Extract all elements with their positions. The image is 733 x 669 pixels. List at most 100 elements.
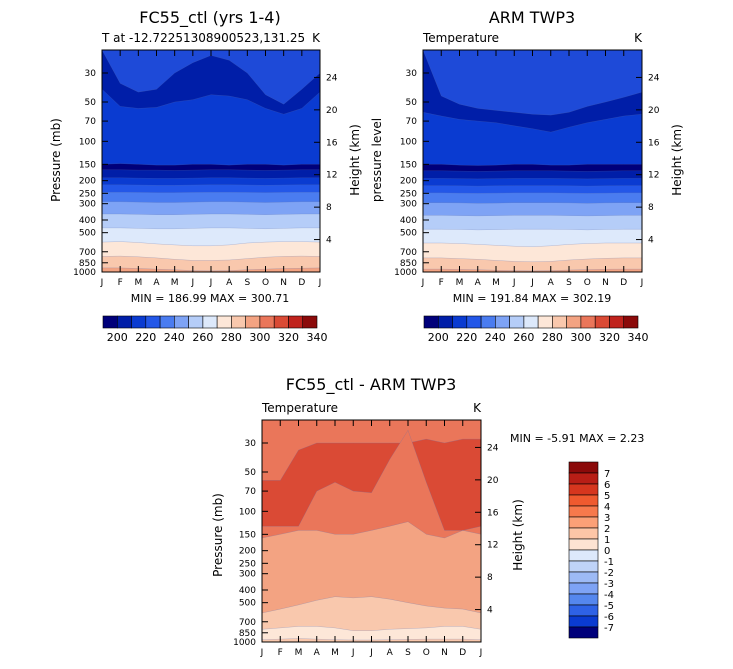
diff-colorbar-cell bbox=[568, 604, 599, 617]
fc55-ytick-label: 50 bbox=[85, 98, 97, 108]
panel-arm: ARM TWP3 Temperature K pressure level He… bbox=[370, 8, 684, 344]
fc55-xtick-label: S bbox=[244, 278, 250, 288]
diff-ytick-label: 500 bbox=[239, 599, 256, 609]
diff-colorbar-cell bbox=[568, 615, 599, 628]
diff-colorbar-label: 5 bbox=[604, 491, 610, 502]
diff-colorbar-cell bbox=[568, 483, 599, 496]
diff-minmax: MIN = -5.91 MAX = 2.23 bbox=[510, 432, 644, 445]
fc55-colorbar-label: 300 bbox=[249, 331, 270, 344]
arm-ytick-label: 50 bbox=[406, 98, 418, 108]
fc55-colorbar-cell bbox=[288, 315, 304, 329]
arm-colorbar-label: 260 bbox=[513, 331, 534, 344]
diff-colorbar-label: -1 bbox=[604, 557, 614, 568]
fc55-colorbar-cell bbox=[159, 315, 175, 329]
fc55-colorbar-label: 240 bbox=[164, 331, 185, 344]
fc55-ytick-label: 300 bbox=[79, 200, 96, 210]
arm-ytick-label: 300 bbox=[400, 200, 417, 210]
arm-xtick-label: M bbox=[492, 278, 500, 288]
arm-ytick-label: 400 bbox=[400, 216, 417, 226]
diff-ylabel-right: Height (km) bbox=[511, 499, 525, 570]
fc55-colorbar-cell bbox=[302, 315, 318, 329]
fc55-ytick-right-label: 20 bbox=[326, 106, 338, 116]
diff-colorbar-label: 1 bbox=[604, 535, 610, 546]
fc55-ytick-right-label: 12 bbox=[326, 171, 337, 181]
diff-xtick-label: A bbox=[387, 648, 394, 658]
arm-colorbar-label: 200 bbox=[428, 331, 449, 344]
diff-ytick-label: 200 bbox=[239, 547, 256, 557]
diff-units: K bbox=[473, 401, 482, 415]
fc55-colorbar-cell bbox=[102, 315, 118, 329]
arm-ytick-label: 200 bbox=[400, 177, 417, 187]
fc55-ylabel: Pressure (mb) bbox=[49, 118, 63, 202]
arm-colorbar-cell bbox=[509, 315, 525, 329]
diff-colorbar-cell bbox=[568, 527, 599, 540]
arm-colorbar-cell bbox=[523, 315, 539, 329]
fc55-xtick-label: J bbox=[318, 278, 322, 288]
diff-ytick-label: 300 bbox=[239, 570, 256, 580]
arm-xtick-label: N bbox=[602, 278, 609, 288]
diff-colorbar-cell bbox=[568, 571, 599, 584]
fc55-subtitle: T at -12.72251308900523,131.25 bbox=[101, 31, 305, 45]
diff-xtick-label: M bbox=[295, 648, 303, 658]
diff-colorbar-cell bbox=[568, 516, 599, 529]
fc55-minmax: MIN = 186.99 MAX = 300.71 bbox=[131, 292, 289, 305]
diff-plot-area: J F M A M J J A S O N D J305070100150200250300400500… bbox=[233, 419, 499, 658]
arm-subtitle: Temperature bbox=[422, 31, 499, 45]
arm-ytick-label: 100 bbox=[400, 137, 417, 147]
fc55-ytick-label: 100 bbox=[79, 137, 96, 147]
arm-ytick-right-label: 20 bbox=[648, 106, 660, 116]
diff-colorbar-label: -7 bbox=[604, 623, 614, 634]
arm-colorbar-cell bbox=[609, 315, 625, 329]
fc55-colorbar-cell bbox=[174, 315, 189, 329]
fc55-ytick-label: 1000 bbox=[73, 268, 96, 278]
diff-ytick-label: 250 bbox=[239, 559, 256, 569]
diff-colorbar-label: 3 bbox=[604, 513, 610, 524]
diff-ytick-label: 1000 bbox=[233, 638, 256, 648]
arm-ylabel: pressure level bbox=[370, 118, 384, 202]
arm-colorbar-cell bbox=[452, 315, 468, 329]
fc55-colorbar: 200 220 240 260 280 300 320 340 bbox=[102, 315, 328, 344]
diff-ytick-label: 700 bbox=[239, 618, 256, 628]
fc55-ytick-label: 500 bbox=[79, 229, 96, 239]
diff-ytick-label: 100 bbox=[239, 507, 256, 517]
fc55-xtick-label: O bbox=[262, 278, 269, 288]
diff-ytick-right-label: 16 bbox=[487, 508, 499, 518]
fc55-title: FC55_ctl (yrs 1-4) bbox=[139, 8, 280, 28]
diff-xtick-label: F bbox=[278, 648, 283, 658]
fc55-colorbar-cell bbox=[216, 315, 232, 329]
diff-xtick-label: O bbox=[423, 648, 430, 658]
arm-ytick-right-label: 12 bbox=[648, 171, 659, 181]
fc55-colorbar-cell bbox=[245, 315, 261, 329]
diff-subtitle: Temperature bbox=[261, 401, 338, 415]
fc55-colorbar-cell bbox=[259, 315, 275, 329]
arm-ytick-label: 150 bbox=[400, 160, 417, 170]
fc55-ytick-label: 850 bbox=[79, 259, 96, 269]
arm-xtick-label: F bbox=[439, 278, 444, 288]
arm-xtick-label: A bbox=[475, 278, 482, 288]
arm-colorbar-label: 240 bbox=[485, 331, 506, 344]
fc55-colorbar-cell bbox=[231, 315, 246, 329]
arm-ytick-label: 500 bbox=[400, 229, 417, 239]
fc55-colorbar-cell bbox=[117, 315, 132, 329]
diff-colorbar-cell bbox=[568, 582, 599, 595]
arm-colorbar-cell bbox=[623, 315, 639, 329]
arm-colorbar-cell bbox=[466, 315, 482, 329]
fc55-xtick-label: D bbox=[298, 278, 305, 288]
arm-colorbar-cell bbox=[494, 315, 510, 329]
diff-colorbar-cell bbox=[568, 461, 599, 474]
fc55-ytick-label: 400 bbox=[79, 216, 96, 226]
fc55-colorbar-cell bbox=[188, 315, 204, 329]
arm-ylabel-right: Height (km) bbox=[670, 124, 684, 195]
fc55-ylabel-right: Height (km) bbox=[348, 124, 362, 195]
arm-colorbar: 200 220 240 260 280 300 320 340 bbox=[423, 315, 649, 344]
diff-ytick-right-label: 4 bbox=[487, 606, 493, 616]
arm-ytick-right-label: 8 bbox=[648, 203, 654, 213]
arm-colorbar-cell bbox=[580, 315, 596, 329]
arm-ytick-label: 1000 bbox=[394, 268, 417, 278]
fc55-ytick-label: 30 bbox=[85, 69, 97, 79]
diff-ytick-right-label: 12 bbox=[487, 541, 498, 551]
fc55-colorbar-label: 260 bbox=[192, 331, 213, 344]
arm-ytick-label: 700 bbox=[400, 248, 417, 258]
